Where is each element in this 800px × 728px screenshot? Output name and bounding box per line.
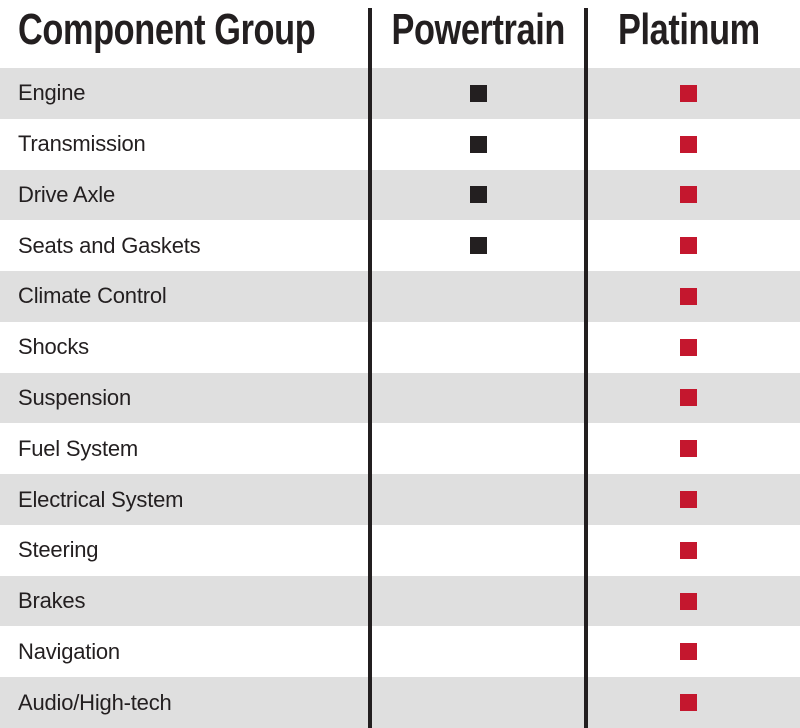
row-label: Drive Axle bbox=[18, 181, 116, 207]
table-row: Steering bbox=[0, 525, 800, 576]
platinum-cell bbox=[586, 474, 800, 525]
table-row: Seats and Gaskets bbox=[0, 220, 800, 271]
table-row: Drive Axle bbox=[0, 169, 800, 221]
component-cell: Fuel System bbox=[0, 423, 374, 474]
table-row: Shocks bbox=[0, 322, 800, 373]
platinum-cell bbox=[586, 525, 800, 576]
platinum-covered-square-icon bbox=[680, 237, 697, 255]
platinum-covered-square-icon bbox=[680, 643, 697, 661]
row-label: Suspension bbox=[18, 384, 131, 410]
powertrain-cell bbox=[374, 576, 586, 627]
header-component-group-label: Component Group bbox=[18, 5, 316, 54]
component-cell: Shocks bbox=[0, 322, 374, 373]
platinum-cell bbox=[586, 322, 800, 373]
table-row: Transmission bbox=[0, 119, 800, 170]
component-cell: Electrical System bbox=[0, 474, 374, 525]
component-cell: Seats and Gaskets bbox=[0, 220, 374, 271]
component-cell: Navigation bbox=[0, 626, 374, 677]
powertrain-cell bbox=[374, 220, 586, 271]
row-label: Navigation bbox=[18, 638, 120, 664]
row-label: Brakes bbox=[18, 588, 86, 614]
component-cell: Suspension bbox=[0, 373, 374, 424]
platinum-covered-square-icon bbox=[680, 389, 697, 407]
row-label: Shocks bbox=[18, 334, 89, 360]
component-cell: Steering bbox=[0, 525, 374, 576]
component-cell: Audio/High-tech bbox=[0, 677, 374, 728]
powertrain-cell bbox=[374, 677, 586, 728]
component-cell: Engine bbox=[0, 68, 374, 119]
column-divider-1 bbox=[368, 8, 372, 728]
platinum-cell bbox=[586, 576, 800, 627]
powertrain-covered-square-icon bbox=[470, 186, 487, 204]
row-label: Fuel System bbox=[18, 435, 139, 461]
table-row: Electrical System bbox=[0, 474, 800, 525]
platinum-cell bbox=[586, 220, 800, 271]
platinum-covered-square-icon bbox=[680, 186, 697, 204]
powertrain-cell bbox=[374, 423, 586, 474]
powertrain-cell bbox=[374, 626, 586, 677]
platinum-cell bbox=[586, 626, 800, 677]
powertrain-cell bbox=[374, 271, 586, 322]
table-body: Engine Transmission Drive Axle bbox=[0, 68, 800, 728]
component-cell: Climate Control bbox=[0, 271, 374, 322]
platinum-cell bbox=[586, 677, 800, 728]
row-label: Electrical System bbox=[18, 486, 184, 512]
component-cell: Transmission bbox=[0, 119, 374, 170]
header-platinum-label: Platinum bbox=[617, 5, 760, 54]
column-divider-2 bbox=[584, 8, 588, 728]
table-row: Audio/High-tech bbox=[0, 677, 800, 728]
header-powertrain-label: Powertrain bbox=[391, 5, 566, 54]
powertrain-cell bbox=[374, 170, 586, 221]
header-platinum: Platinum bbox=[586, 0, 800, 68]
table-row: Climate Control bbox=[0, 271, 800, 322]
platinum-covered-square-icon bbox=[680, 84, 697, 102]
platinum-cell bbox=[586, 68, 800, 119]
powertrain-cell bbox=[374, 68, 586, 119]
platinum-cell bbox=[586, 119, 800, 170]
powertrain-covered-square-icon bbox=[470, 84, 487, 102]
table-row: Suspension bbox=[0, 372, 800, 424]
header-component-group: Component Group bbox=[0, 0, 374, 68]
component-cell: Brakes bbox=[0, 576, 374, 627]
platinum-covered-square-icon bbox=[680, 135, 697, 153]
component-cell: Drive Axle bbox=[0, 170, 374, 221]
row-label: Steering bbox=[18, 537, 99, 563]
row-label: Climate Control bbox=[18, 283, 167, 309]
row-label: Engine bbox=[18, 80, 86, 106]
platinum-covered-square-icon bbox=[680, 287, 697, 305]
platinum-cell bbox=[586, 423, 800, 474]
powertrain-cell bbox=[374, 373, 586, 424]
row-label: Seats and Gaskets bbox=[18, 232, 201, 258]
platinum-covered-square-icon bbox=[680, 491, 697, 508]
platinum-covered-square-icon bbox=[680, 440, 697, 458]
platinum-cell bbox=[586, 170, 800, 221]
table-row: Navigation bbox=[0, 626, 800, 677]
powertrain-cell bbox=[374, 322, 586, 373]
platinum-covered-square-icon bbox=[680, 592, 697, 610]
table-header-row: Component Group Powertrain Platinum bbox=[0, 0, 800, 68]
powertrain-covered-square-icon bbox=[470, 135, 487, 153]
platinum-covered-square-icon bbox=[680, 338, 697, 356]
header-powertrain: Powertrain bbox=[374, 0, 586, 68]
platinum-cell bbox=[586, 271, 800, 322]
table-row: Fuel System bbox=[0, 423, 800, 474]
row-label: Transmission bbox=[18, 131, 146, 157]
platinum-covered-square-icon bbox=[680, 541, 697, 559]
powertrain-cell bbox=[374, 525, 586, 576]
table-row: Engine bbox=[0, 68, 800, 119]
platinum-cell bbox=[586, 373, 800, 424]
table-row: Brakes bbox=[0, 575, 800, 627]
powertrain-cell bbox=[374, 474, 586, 525]
row-label: Audio/High-tech bbox=[18, 689, 172, 715]
platinum-covered-square-icon bbox=[680, 694, 697, 712]
powertrain-covered-square-icon bbox=[470, 237, 487, 255]
powertrain-cell bbox=[374, 119, 586, 170]
